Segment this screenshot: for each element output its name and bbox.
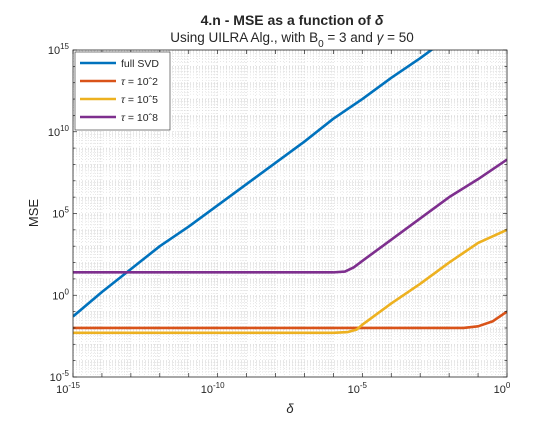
y-tick-label: 10-5: [50, 369, 70, 384]
y-tick-label: 1015: [48, 42, 70, 57]
y-axis-label: MSE: [26, 199, 41, 228]
y-tick-label: 100: [52, 287, 69, 302]
series-line-3: [73, 228, 507, 335]
x-tick-label: 10-5: [348, 381, 368, 396]
x-tick-label: 10-10: [201, 381, 225, 396]
y-tick-labels: 10-5 100 105 1010 1015: [48, 42, 70, 384]
legend-label: τ = 10ˆ2: [121, 76, 158, 88]
chart-subtitle: Using UILRA Alg., with B0 = 3 and γ = 50: [170, 30, 413, 50]
legend: full SVD τ = 10ˆ2 τ = 10ˆ5 τ = 10ˆ8: [74, 51, 171, 131]
series-line-1: [73, 50, 434, 318]
series-line-4: [73, 158, 507, 274]
legend-label: τ = 10ˆ8: [121, 112, 158, 124]
y-tick-label: 105: [52, 206, 69, 221]
x-axis-label: δ: [286, 401, 294, 416]
x-tick-label: 10-15: [56, 381, 80, 396]
chart-title: 4.n - MSE as a function of δ: [201, 12, 384, 28]
legend-label: τ = 10ˆ5: [121, 94, 158, 106]
series-layer: [73, 50, 507, 335]
x-tick-label: 100: [494, 381, 511, 396]
x-tick-labels: 10-15 10-10 10-5 100: [56, 381, 511, 396]
series-line-2: [73, 310, 507, 330]
y-tick-label: 1010: [48, 124, 70, 139]
legend-label: full SVD: [121, 58, 159, 70]
